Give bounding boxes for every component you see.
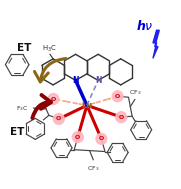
Circle shape [48,94,59,105]
Text: O: O [56,116,62,122]
Circle shape [53,114,64,124]
Text: CF$_3$: CF$_3$ [87,164,99,173]
FancyArrowPatch shape [34,59,66,82]
Text: H$_3$C: H$_3$C [42,44,57,54]
Circle shape [116,112,127,122]
Text: ET: ET [10,127,24,137]
Text: O: O [115,94,120,99]
Text: O: O [119,115,124,120]
Circle shape [96,133,107,144]
Circle shape [112,91,123,102]
Text: Lu: Lu [81,101,92,110]
Text: ET: ET [17,43,32,53]
Text: N: N [72,76,79,85]
Polygon shape [153,30,159,58]
Text: O: O [51,97,56,101]
Text: O: O [99,136,104,141]
Text: h$\nu$: h$\nu$ [136,19,154,33]
FancyArrowPatch shape [32,95,51,118]
Text: O: O [75,135,81,139]
Text: F$_3$C: F$_3$C [16,104,29,112]
Circle shape [72,132,83,143]
Text: CF$_3$: CF$_3$ [129,88,141,97]
Text: N: N [95,76,101,85]
